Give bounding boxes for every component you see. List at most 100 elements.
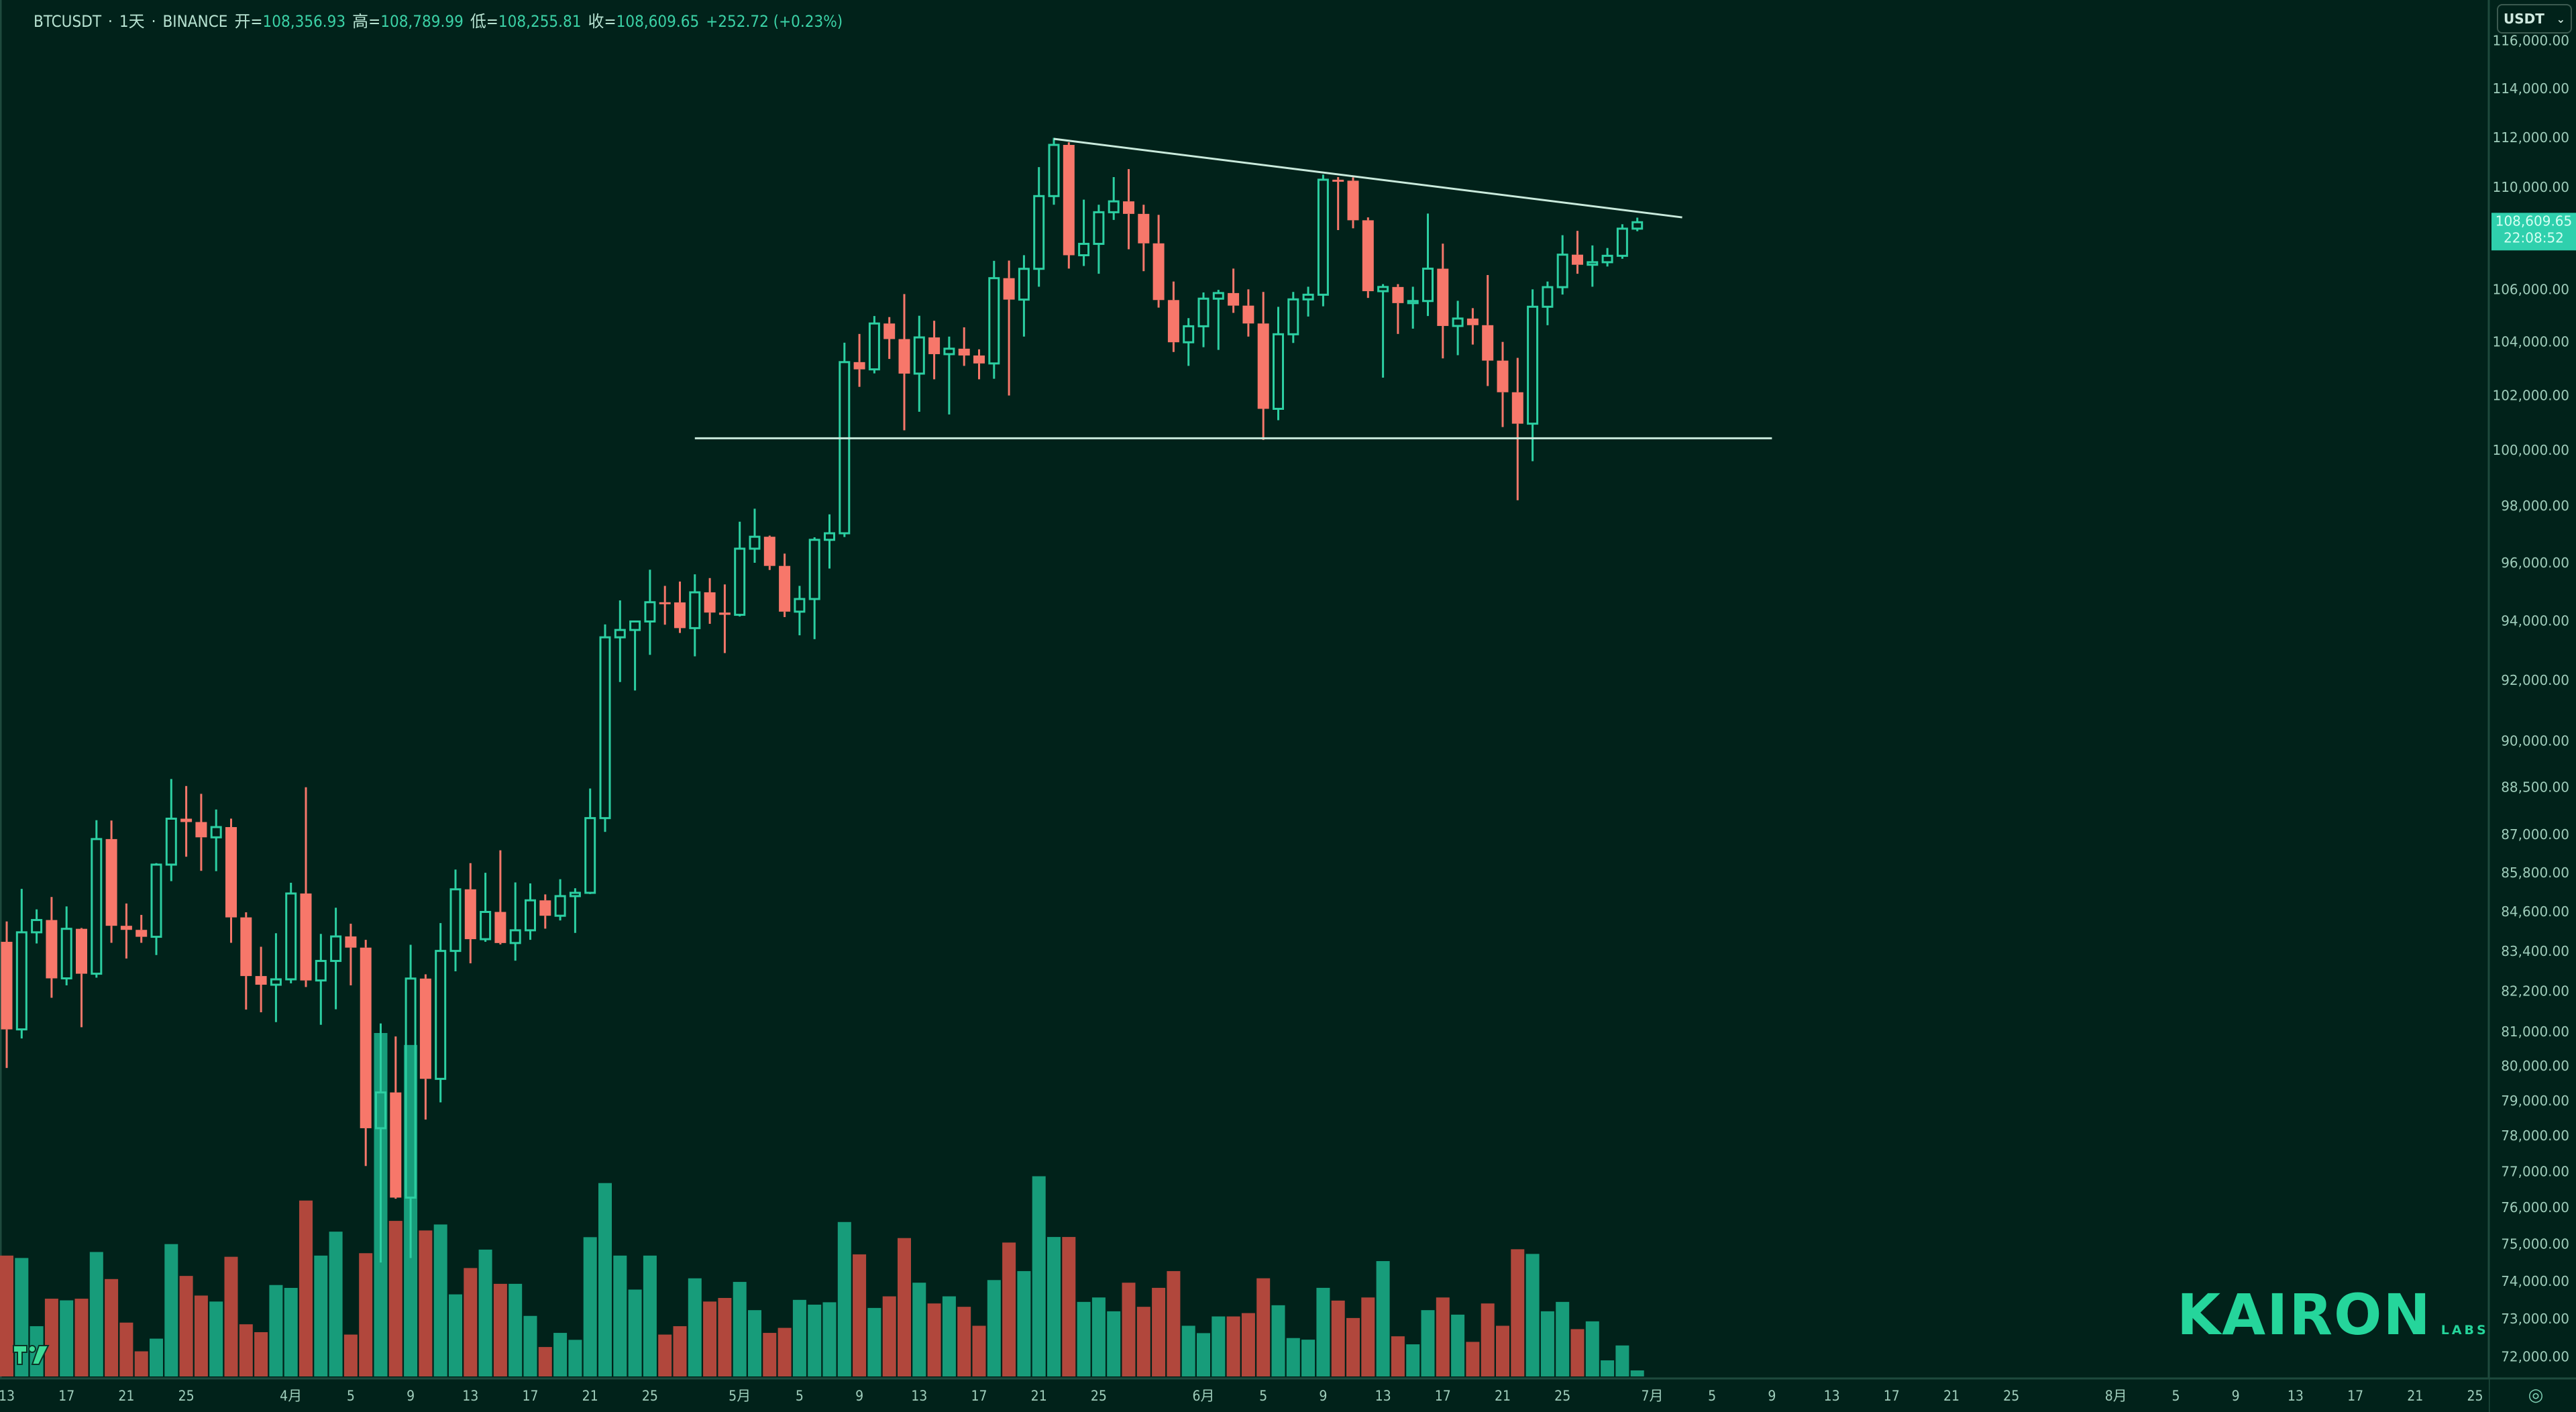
volume-bar (343, 1334, 358, 1376)
candle (1392, 284, 1404, 334)
candle (1108, 177, 1120, 220)
volume-bar (643, 1255, 657, 1376)
candle (1347, 177, 1359, 229)
price-tick-label: 83,400.00 (2501, 943, 2569, 959)
candle (1197, 292, 1210, 347)
candle (330, 908, 342, 1010)
candle (464, 863, 476, 964)
volume-bar (568, 1340, 582, 1376)
price-tick-label: 74,000.00 (2501, 1273, 2569, 1289)
volume-bar (837, 1221, 851, 1376)
candle (1572, 231, 1583, 274)
drawings[interactable] (694, 138, 1772, 439)
candle-body (718, 612, 731, 615)
open-value: 108,356.93 (262, 12, 346, 31)
volume-bar (508, 1283, 523, 1376)
date-tick-label: 7月 (1641, 1388, 1663, 1404)
high-value: 108,789.99 (380, 12, 464, 31)
candle (1138, 205, 1150, 272)
volume-bar (164, 1244, 178, 1376)
tradingview-logo-icon[interactable] (12, 1343, 51, 1367)
volume-bar (464, 1268, 478, 1376)
currency-select[interactable]: USDT ⌄ (2497, 4, 2572, 34)
volume-bar (239, 1324, 253, 1376)
candle (1542, 281, 1554, 325)
candle-body (240, 917, 252, 977)
volume-bar (1212, 1316, 1226, 1376)
volume-bar (1197, 1333, 1210, 1376)
volume-bar (673, 1326, 687, 1376)
candle-body (91, 838, 103, 975)
price-tick-label: 104,000.00 (2492, 334, 2569, 350)
price-tick-label: 90,000.00 (2501, 733, 2569, 749)
candle (419, 974, 431, 1120)
time-axis[interactable] (0, 1378, 2489, 1412)
candle (91, 820, 103, 978)
candle-body (1466, 318, 1479, 325)
candle-body (779, 565, 791, 612)
date-tick-label: 21 (1495, 1388, 1511, 1404)
volume-bar (1376, 1261, 1390, 1376)
candle (1093, 205, 1105, 274)
candle (1377, 284, 1389, 378)
candle (1332, 177, 1344, 231)
price-tick-label: 73,000.00 (2501, 1311, 2569, 1327)
candle (763, 535, 775, 570)
candle-body (390, 1092, 402, 1198)
date-tick-label: 17 (971, 1388, 987, 1404)
volume-bar (1107, 1311, 1121, 1376)
volume-bar (867, 1307, 881, 1376)
price-tick-label: 76,000.00 (2501, 1199, 2569, 1215)
candle (1437, 243, 1449, 359)
candle (1003, 260, 1015, 396)
candle-body (1347, 180, 1359, 221)
volume-bar (493, 1283, 507, 1376)
price-tick-label: 100,000.00 (2492, 442, 2569, 458)
candle-body (315, 960, 327, 982)
volume-bar (1062, 1237, 1076, 1376)
symbol-name[interactable]: BTCUSDT (34, 12, 102, 31)
date-tick-label: 13 (1824, 1388, 1840, 1404)
candle-body (1273, 333, 1284, 410)
candle (136, 914, 148, 943)
volume-bar (1496, 1325, 1509, 1376)
volume-bar (898, 1238, 911, 1376)
candle (405, 944, 417, 1258)
candle-body (1601, 254, 1613, 264)
candle-body (569, 891, 581, 898)
candle (390, 1036, 402, 1199)
candle (614, 600, 626, 682)
candle (509, 882, 521, 961)
candle-body (584, 817, 596, 894)
candle-body (689, 591, 701, 629)
candle-body (1257, 323, 1269, 409)
date-tick-label: 5月 (729, 1388, 751, 1404)
candle-body (1332, 179, 1344, 182)
candle-body (76, 928, 87, 974)
volume-bar (1167, 1270, 1181, 1376)
volume-bar (419, 1230, 433, 1376)
candle-body (943, 347, 955, 356)
candle-body (150, 863, 162, 938)
candle-body (1572, 254, 1583, 265)
candle-body (1078, 243, 1090, 256)
volume-bar (553, 1333, 568, 1376)
date-tick-label: 25 (1554, 1388, 1570, 1404)
volume-bar (942, 1296, 956, 1376)
candle-body (973, 355, 985, 364)
volume-bar (150, 1338, 163, 1376)
candle (360, 940, 372, 1166)
interval[interactable]: 1天 (119, 12, 145, 31)
price-tick-label: 84,600.00 (2501, 904, 2569, 920)
candle-body (330, 935, 342, 963)
candle (599, 624, 611, 832)
candle (150, 863, 162, 955)
candle-body (1287, 298, 1299, 335)
volume-bar (478, 1249, 492, 1376)
candle (704, 578, 716, 624)
volume-bar (1301, 1340, 1316, 1376)
candle-body (794, 598, 806, 613)
chart-settings-icon[interactable]: ◎ (2528, 1385, 2544, 1405)
candle (749, 508, 761, 563)
